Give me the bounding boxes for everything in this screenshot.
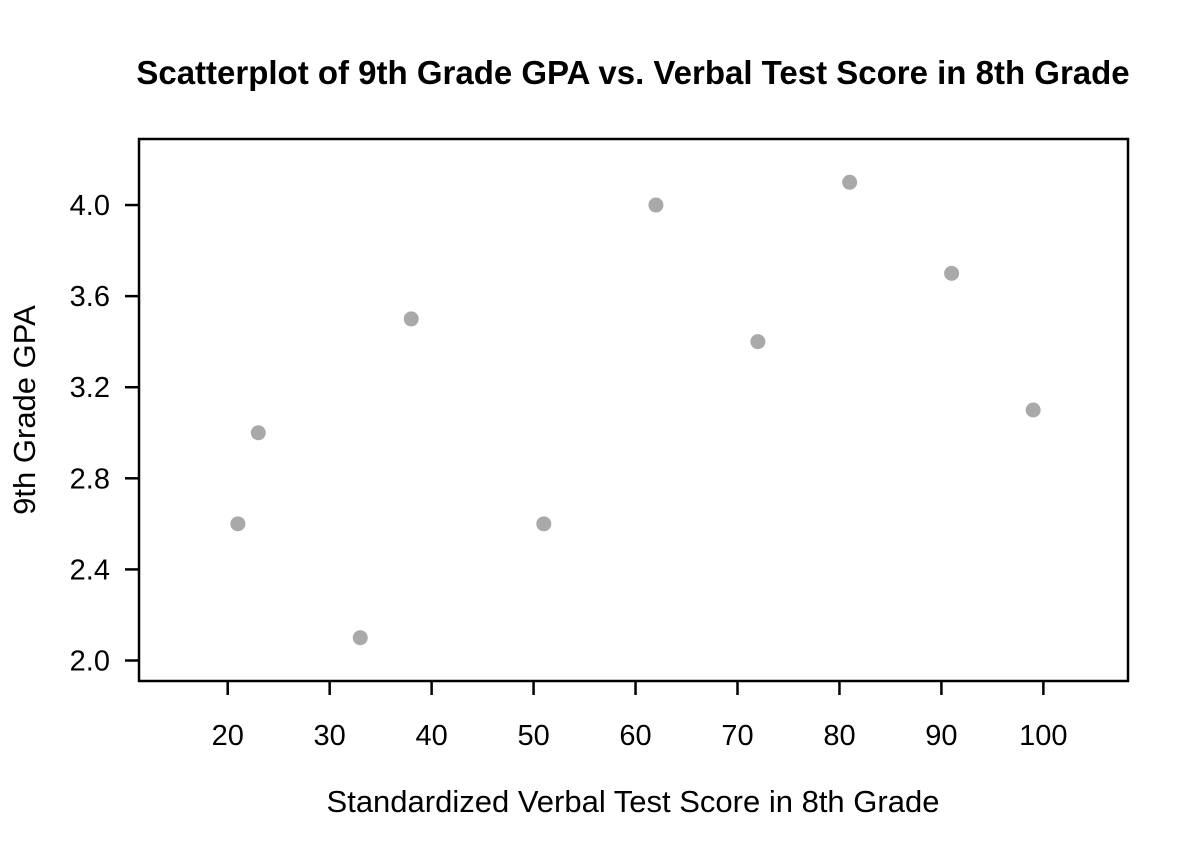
x-tick-label: 30 [314, 720, 346, 752]
y-tick-label: 3.2 [70, 372, 110, 404]
chart-title: Scatterplot of 9th Grade GPA vs. Verbal … [136, 54, 1129, 91]
y-axis-ticks: 2.0 2.4 2.8 3.2 3.6 4.0 [70, 190, 139, 678]
x-tick-label: 70 [721, 720, 753, 752]
x-tick-label: 80 [823, 720, 855, 752]
data-point [648, 197, 664, 213]
y-tick-label: 2.4 [70, 554, 110, 586]
data-point [403, 311, 419, 327]
x-tick-label: 60 [619, 720, 651, 752]
y-axis-label: 9th Grade GPA [7, 305, 42, 515]
data-point [352, 630, 368, 646]
x-axis-ticks: 20 30 40 50 60 70 80 90 100 [212, 681, 1068, 752]
x-tick-label: 40 [415, 720, 447, 752]
data-point [230, 516, 246, 532]
data-point [750, 334, 766, 350]
y-tick-label: 4.0 [70, 190, 110, 222]
y-tick-label: 3.6 [70, 281, 110, 313]
data-points [230, 174, 1041, 646]
data-point [250, 425, 266, 441]
data-point [842, 174, 858, 190]
y-tick-label: 2.0 [70, 646, 110, 678]
data-point [944, 265, 960, 281]
data-point [1025, 402, 1041, 418]
x-tick-label: 90 [925, 720, 957, 752]
plot-box [137, 137, 1130, 683]
x-tick-label: 50 [517, 720, 549, 752]
x-tick-label: 20 [212, 720, 244, 752]
x-axis-label: Standardized Verbal Test Score in 8th Gr… [327, 784, 940, 819]
y-tick-label: 2.8 [70, 463, 110, 495]
x-tick-label: 100 [1019, 720, 1067, 752]
data-point [536, 516, 552, 532]
